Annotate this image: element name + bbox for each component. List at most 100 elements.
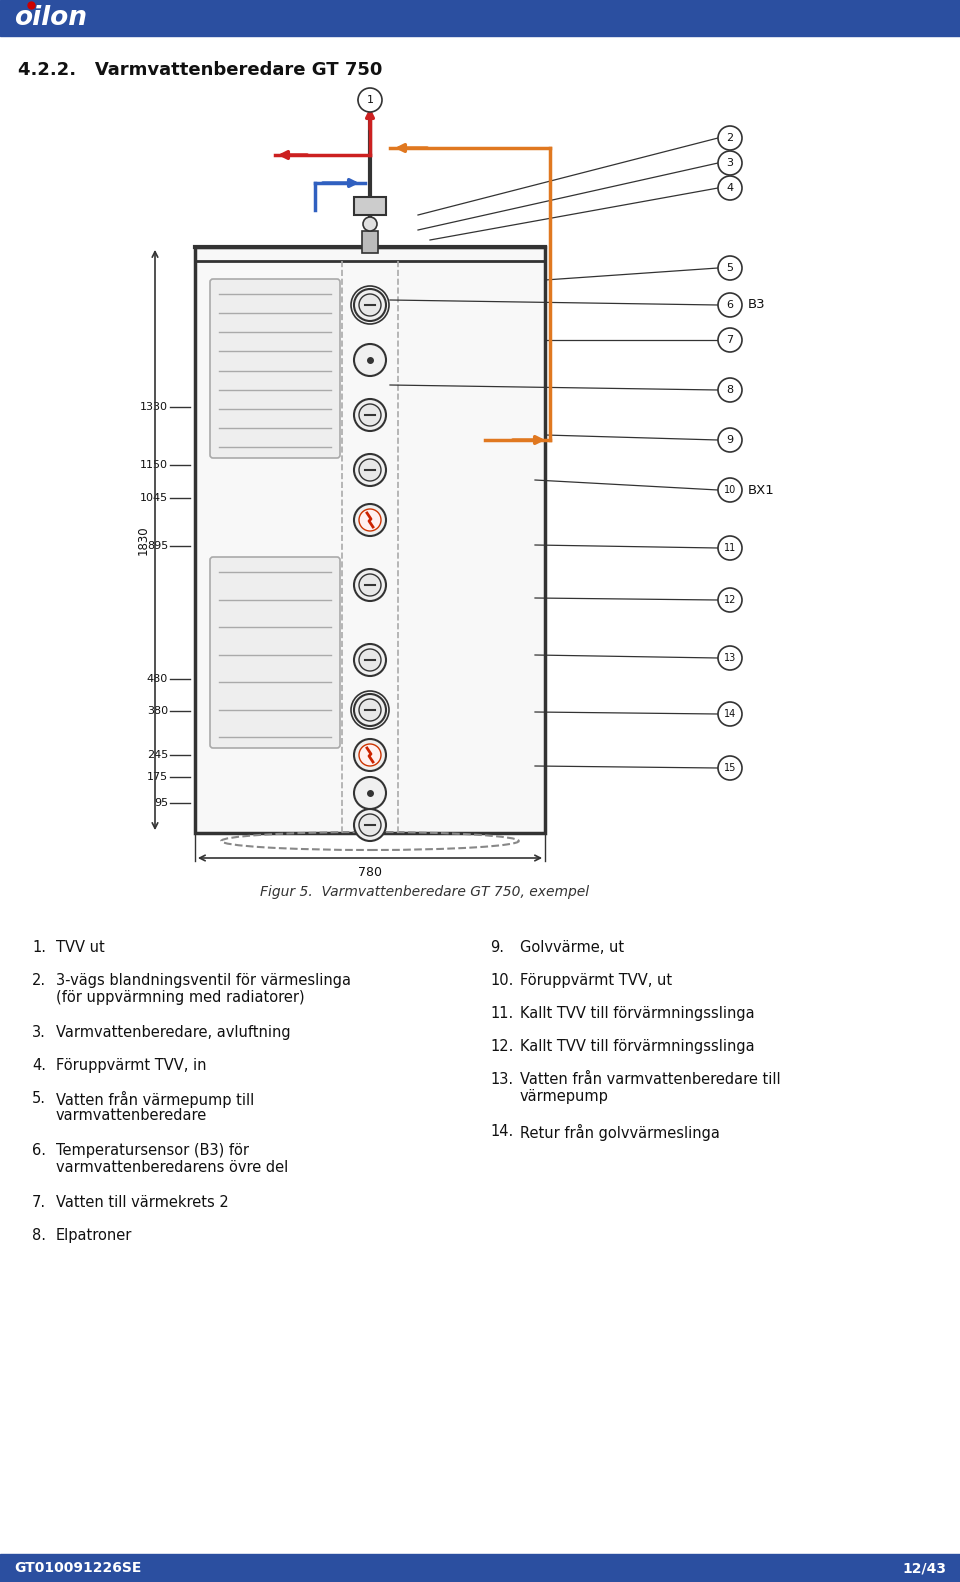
Bar [0, 1554, 960, 1582]
Text: 3.: 3. [32, 1025, 46, 1039]
Text: 380: 380 [147, 706, 168, 717]
Text: TVV ut: TVV ut [56, 940, 105, 956]
Circle shape [354, 694, 386, 726]
Circle shape [354, 343, 386, 377]
Text: 7: 7 [727, 335, 733, 345]
Text: Temperatursensor (B3) för: Temperatursensor (B3) för [56, 1144, 249, 1158]
Text: värmepump: värmepump [520, 1088, 609, 1104]
Circle shape [359, 574, 381, 596]
Text: BX1: BX1 [748, 484, 775, 497]
Text: 1.: 1. [32, 940, 46, 956]
Circle shape [359, 815, 381, 835]
Text: 1330: 1330 [140, 402, 168, 411]
Text: 5: 5 [727, 263, 733, 274]
Text: 9: 9 [727, 435, 733, 445]
Circle shape [718, 756, 742, 780]
Text: varmvattenberedare: varmvattenberedare [56, 1107, 207, 1123]
Text: 480: 480 [147, 674, 168, 685]
Text: 2.: 2. [32, 973, 46, 989]
Text: 9.: 9. [490, 940, 504, 956]
Text: 6: 6 [727, 301, 733, 310]
Circle shape [354, 777, 386, 808]
Circle shape [718, 176, 742, 199]
Text: 4.2.2.   Varmvattenberedare GT 750: 4.2.2. Varmvattenberedare GT 750 [18, 62, 382, 79]
Text: 10: 10 [724, 486, 736, 495]
Text: 1830: 1830 [137, 525, 150, 555]
Text: Figur 5.  Varmvattenberedare GT 750, exempel: Figur 5. Varmvattenberedare GT 750, exem… [260, 884, 589, 899]
Circle shape [718, 293, 742, 316]
Circle shape [358, 89, 382, 112]
Text: 4: 4 [727, 184, 733, 193]
Text: B3: B3 [748, 299, 766, 312]
Text: 10.: 10. [490, 973, 514, 989]
Text: 7.: 7. [32, 1194, 46, 1210]
Text: 895: 895 [147, 541, 168, 552]
Circle shape [718, 150, 742, 176]
Circle shape [354, 808, 386, 842]
Circle shape [354, 399, 386, 430]
Circle shape [718, 378, 742, 402]
Circle shape [354, 454, 386, 486]
Circle shape [718, 429, 742, 452]
Text: oilon: oilon [14, 5, 87, 32]
Circle shape [351, 691, 389, 729]
Circle shape [359, 744, 381, 766]
Text: Kallt TVV till förvärmningsslinga: Kallt TVV till förvärmningsslinga [520, 1006, 755, 1020]
Bar [362, 231, 378, 253]
Circle shape [354, 570, 386, 601]
Text: 12: 12 [724, 595, 736, 604]
Circle shape [354, 739, 386, 770]
Bar [195, 247, 545, 834]
Circle shape [359, 509, 381, 532]
Text: Föruppvärmt TVV, ut: Föruppvärmt TVV, ut [520, 973, 672, 989]
Circle shape [718, 702, 742, 726]
Text: Varmvattenberedare, avluftning: Varmvattenberedare, avluftning [56, 1025, 291, 1039]
Circle shape [718, 536, 742, 560]
Text: 5.: 5. [32, 1092, 46, 1106]
Circle shape [718, 127, 742, 150]
Text: Vatten från värmepump till: Vatten från värmepump till [56, 1092, 254, 1107]
Text: Kallt TVV till förvärmningsslinga: Kallt TVV till förvärmningsslinga [520, 1039, 755, 1054]
Circle shape [718, 589, 742, 612]
Text: 245: 245 [147, 750, 168, 759]
Text: Retur från golvvärmeslinga: Retur från golvvärmeslinga [520, 1123, 720, 1141]
Text: Golvvärme, ut: Golvvärme, ut [520, 940, 624, 956]
Text: 12/43: 12/43 [902, 1561, 946, 1576]
Circle shape [718, 256, 742, 280]
Circle shape [354, 505, 386, 536]
Text: Föruppvärmt TVV, in: Föruppvärmt TVV, in [56, 1058, 206, 1073]
Text: 2: 2 [727, 133, 733, 142]
FancyBboxPatch shape [210, 278, 340, 459]
Text: 3: 3 [727, 158, 733, 168]
Text: 8.: 8. [32, 1228, 46, 1243]
Circle shape [718, 645, 742, 671]
Text: 11.: 11. [490, 1006, 514, 1020]
Circle shape [351, 286, 389, 324]
Text: 175: 175 [147, 772, 168, 782]
Circle shape [718, 327, 742, 353]
Circle shape [359, 294, 381, 316]
Text: 95: 95 [154, 797, 168, 807]
Text: GT010091226SE: GT010091226SE [14, 1561, 141, 1576]
Text: Vatten från varmvattenberedare till: Vatten från varmvattenberedare till [520, 1073, 780, 1087]
Text: 1150: 1150 [140, 460, 168, 470]
Text: 8: 8 [727, 384, 733, 396]
Text: 6.: 6. [32, 1144, 46, 1158]
Circle shape [359, 459, 381, 481]
Text: Vatten till värmekrets 2: Vatten till värmekrets 2 [56, 1194, 228, 1210]
Circle shape [359, 403, 381, 426]
Bar [0, 0, 960, 36]
Text: (för uppvärmning med radiatorer): (för uppvärmning med radiatorer) [56, 990, 304, 1005]
Text: 3-vägs blandningsventil för värmeslinga: 3-vägs blandningsventil för värmeslinga [56, 973, 351, 989]
Circle shape [359, 649, 381, 671]
Text: 780: 780 [358, 865, 382, 880]
Text: 11: 11 [724, 543, 736, 554]
Circle shape [359, 699, 381, 721]
Text: Elpatroner: Elpatroner [56, 1228, 132, 1243]
Circle shape [718, 478, 742, 501]
Text: 14: 14 [724, 709, 736, 718]
FancyBboxPatch shape [210, 557, 340, 748]
Circle shape [354, 290, 386, 321]
Text: 13.: 13. [490, 1073, 514, 1087]
Text: 14.: 14. [490, 1123, 514, 1139]
